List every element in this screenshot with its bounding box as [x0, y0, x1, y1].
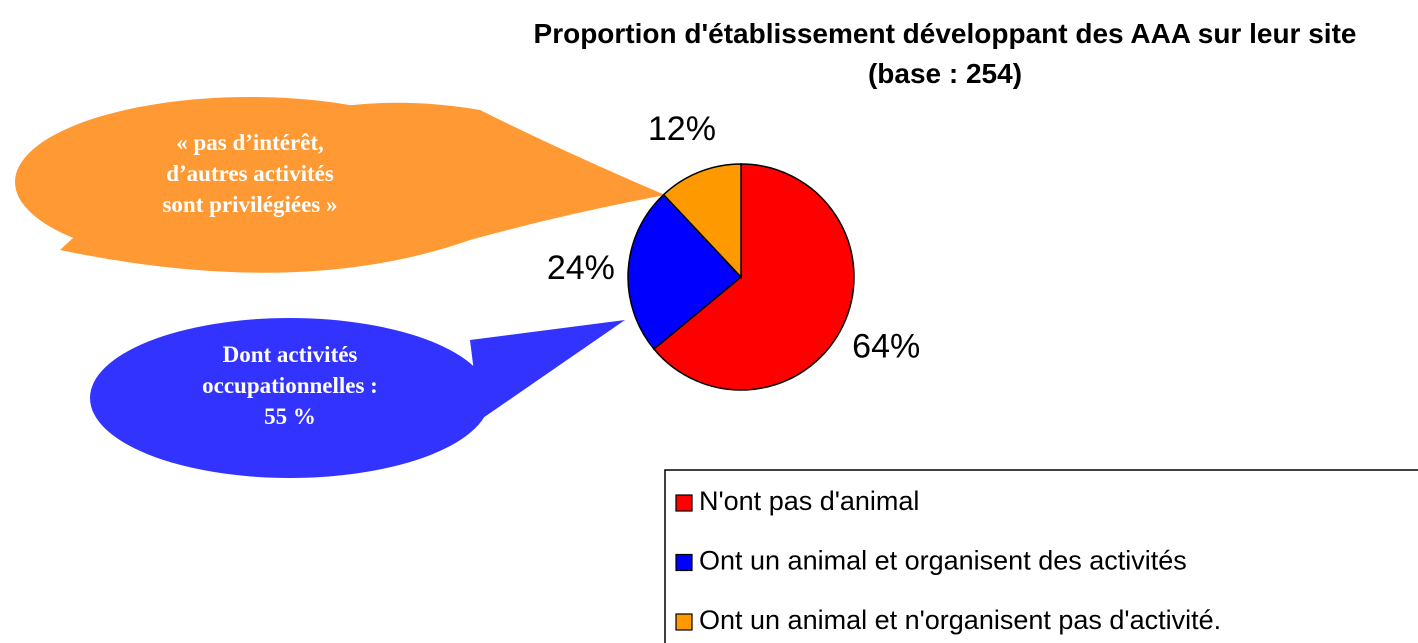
annotation: d’autres activités [166, 161, 334, 186]
callout-orange [15, 97, 485, 267]
annotation: sont privilégiées » [162, 192, 337, 217]
pie-slice [662, 163, 742, 279]
slice-label: 24% [547, 249, 615, 287]
legend-label: Ont un animal et n'organisent pas d'acti… [699, 605, 1221, 635]
annotation: 55 % [264, 404, 316, 429]
legend-swatch [675, 553, 693, 572]
callout-blue [470, 320, 625, 420]
slice-label: 12% [648, 110, 716, 148]
chart-title: Proportion d'établissement développant d… [533, 18, 1357, 89]
annotation: occupationnelles : [202, 373, 378, 398]
annotation: Dont activités [223, 342, 358, 367]
legend-label: Ont un animal et organisent des activité… [699, 546, 1187, 576]
slice-label: 64% [852, 327, 920, 365]
legend-swatch [675, 613, 693, 631]
pie-slice [652, 163, 855, 391]
legend-box [664, 469, 1418, 643]
pie-slice [627, 193, 743, 351]
legend-label: N'ont pas d'animal [699, 486, 919, 516]
callout-blue [90, 318, 490, 478]
annotation: « pas d’intérêt, [176, 130, 324, 155]
legend-swatch [675, 494, 693, 512]
